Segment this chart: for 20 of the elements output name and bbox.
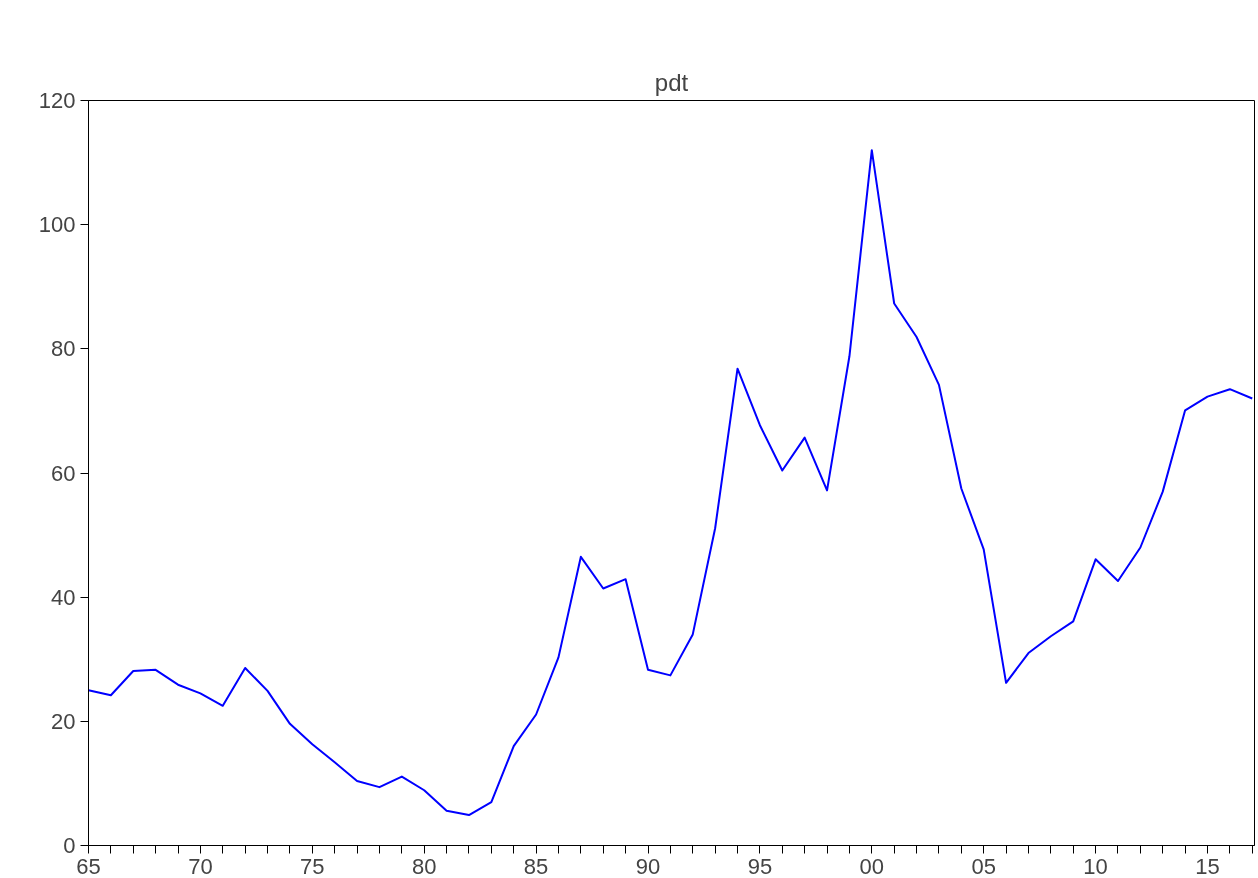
x-tick-label: 00 bbox=[859, 853, 885, 878]
y-tick-label: 40 bbox=[51, 584, 76, 610]
y-tick-label: 60 bbox=[51, 460, 76, 486]
y-tick-label: 80 bbox=[51, 336, 76, 362]
x-tick-label: 85 bbox=[523, 853, 549, 878]
y-tick-label: 120 bbox=[38, 88, 76, 113]
x-tick-label: 15 bbox=[1195, 853, 1220, 878]
x-tick-label: 75 bbox=[300, 853, 325, 878]
x-tick-label: 10 bbox=[1083, 853, 1108, 878]
x-tick-label: 95 bbox=[747, 853, 773, 878]
y-tick-label: 100 bbox=[38, 212, 76, 238]
y-tick-label: 0 bbox=[63, 833, 76, 858]
x-tick-label: 90 bbox=[635, 853, 661, 878]
x-tick-label: 05 bbox=[971, 853, 996, 878]
x-tick-label: 80 bbox=[411, 853, 437, 878]
line-series bbox=[88, 149, 1254, 817]
x-tick-label: 70 bbox=[188, 853, 213, 878]
x-tick-label: 65 bbox=[76, 853, 101, 878]
y-tick-label: 20 bbox=[51, 708, 76, 734]
chart-title: pdt bbox=[654, 68, 689, 96]
